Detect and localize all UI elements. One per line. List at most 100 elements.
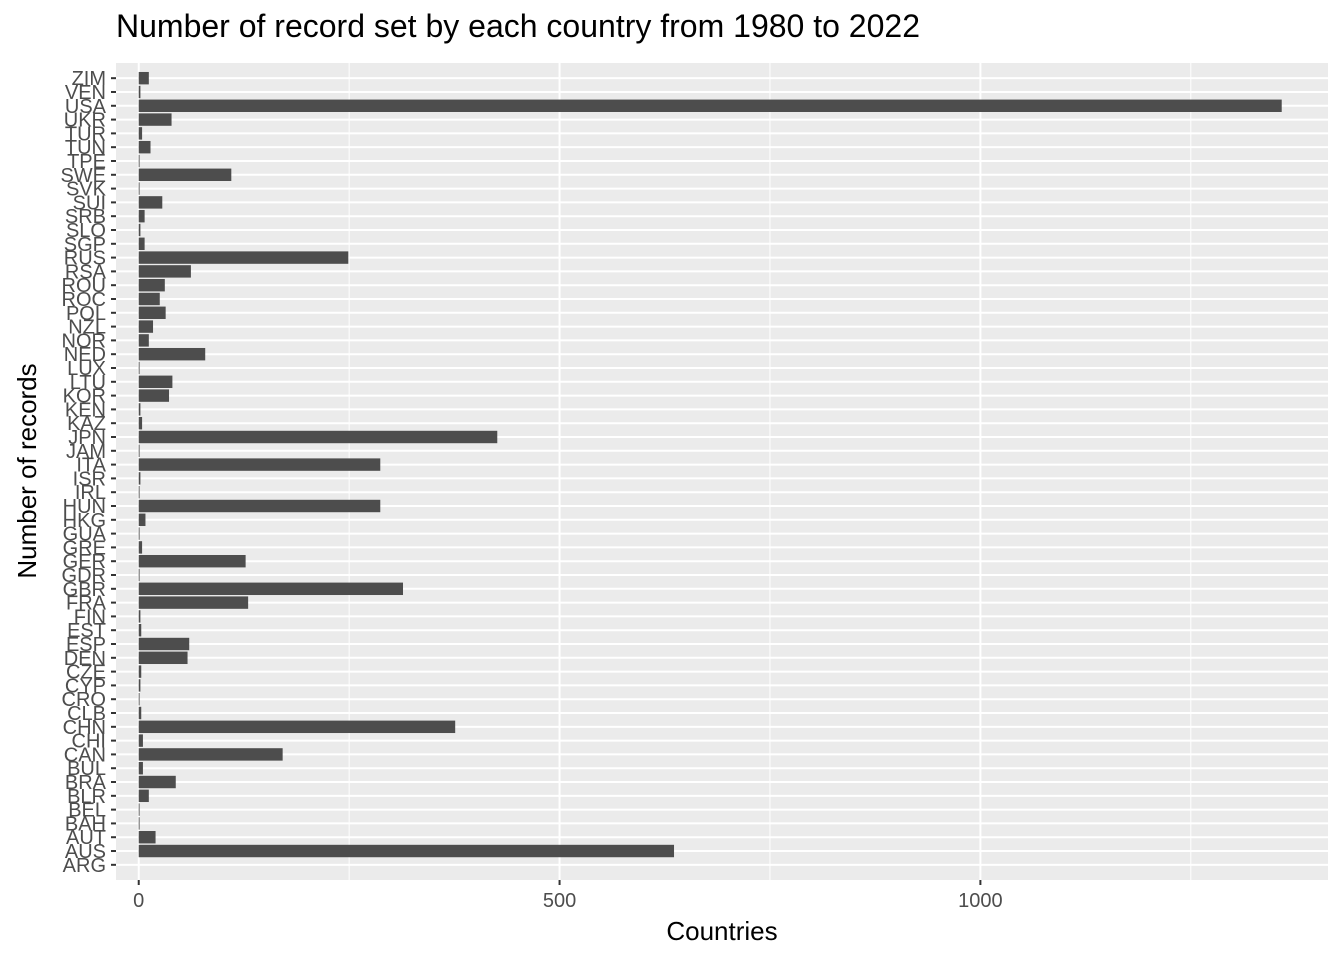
bar-svk — [138, 182, 140, 195]
y-tick-label: GDR — [62, 565, 106, 587]
y-tick-label: TUN — [65, 137, 106, 159]
y-tick-label: SUI — [73, 192, 106, 214]
y-tick-label: ROC — [62, 289, 106, 311]
bar-lux — [138, 361, 140, 375]
y-tick-label: SWE — [60, 165, 106, 187]
bar-clb — [138, 706, 142, 720]
x-tick-label: 500 — [543, 890, 576, 912]
y-tick-label: JAM — [66, 441, 106, 463]
y-tick-label: HKG — [63, 510, 106, 532]
bar-kor — [138, 389, 170, 402]
bar-aut — [138, 831, 156, 844]
bar-usa — [138, 99, 1282, 112]
bar-chi — [138, 734, 143, 747]
bar-gdr — [138, 568, 140, 582]
bar-sgp — [138, 237, 145, 250]
bar-swe — [138, 168, 232, 181]
bar-bul — [138, 762, 143, 775]
y-tick-label: LUX — [67, 358, 106, 380]
bar-gbr — [138, 582, 404, 596]
bar-can — [138, 748, 283, 761]
y-tick-label: BAH — [65, 813, 106, 835]
y-tick-label: TUR — [65, 123, 106, 145]
bar-gua — [138, 527, 140, 540]
bar-tur — [138, 127, 143, 140]
y-tick-label: ITA — [76, 455, 106, 477]
y-tick-label: CHI — [72, 731, 106, 753]
bar-ned — [138, 347, 206, 361]
bar-roc — [138, 292, 160, 306]
y-tick-label: CLB — [67, 703, 106, 725]
bar-nzl — [138, 320, 154, 333]
bar-gre — [138, 541, 143, 554]
bar-tun — [138, 140, 151, 154]
y-tick-label: TPE — [67, 151, 106, 173]
bar-ltu — [138, 375, 173, 389]
y-tick-label: AUT — [66, 827, 106, 849]
bar-ukr — [138, 113, 172, 126]
y-axis: ARGAUSAUTBAHBELBLRBRABULCANCHICHNCLBCROC… — [60, 68, 116, 877]
x-axis: 0 500 1000 — [133, 880, 1003, 912]
y-tick-label: KAZ — [67, 413, 106, 435]
y-tick-label: RUS — [64, 248, 106, 270]
bar-ger — [138, 554, 246, 568]
bar-sui — [138, 196, 163, 209]
y-tick-label: CRO — [62, 689, 106, 711]
y-tick-label: SGP — [64, 234, 106, 256]
y-tick-label: BUL — [67, 758, 106, 780]
y-tick-label: NZL — [68, 317, 106, 339]
bar-irl — [138, 485, 140, 499]
plot-panel — [116, 63, 1328, 880]
y-tick-label: IRL — [75, 482, 106, 504]
y-tick-label: KOR — [63, 386, 106, 408]
y-tick-label: ZIM — [72, 68, 106, 90]
bar-cze — [138, 665, 142, 678]
y-tick-label: SLO — [66, 220, 106, 242]
y-axis-title: Number of records — [12, 363, 42, 578]
bar-isr — [138, 472, 141, 485]
y-tick-label: ROU — [62, 275, 106, 297]
y-tick-label: DEN — [64, 648, 106, 670]
bar-blr — [138, 789, 149, 803]
x-tick-label: 0 — [133, 890, 144, 912]
bar-est — [138, 623, 142, 637]
bar-kaz — [138, 416, 143, 430]
y-tick-label: GUA — [63, 524, 107, 546]
y-tick-label: KEN — [65, 399, 106, 421]
y-tick-label: CHN — [63, 717, 106, 739]
y-tick-label: VEN — [65, 82, 106, 104]
chart-title: Number of record set by each country fro… — [116, 8, 920, 44]
bar-ven — [138, 85, 141, 99]
bar-ken — [138, 403, 141, 416]
y-tick-label: FIN — [74, 606, 106, 628]
y-tick-label: USA — [65, 96, 107, 118]
y-tick-label: AUS — [65, 841, 106, 863]
bar-hkg — [138, 513, 146, 527]
bar-fra — [138, 596, 249, 609]
bars-group — [138, 71, 1282, 858]
bar-den — [138, 651, 188, 665]
bar-bah — [138, 817, 140, 830]
y-tick-label: BRA — [65, 772, 107, 794]
y-tick-label: HUN — [63, 496, 106, 518]
gridlines — [116, 63, 1328, 880]
y-tick-label: JPN — [68, 427, 106, 449]
y-tick-label: CYP — [65, 675, 106, 697]
y-tick-label: EST — [67, 620, 106, 642]
bar-slo — [138, 223, 141, 237]
bar-cyp — [138, 679, 141, 692]
bar-jam — [138, 444, 140, 458]
y-tick-label: SRB — [65, 206, 106, 228]
y-tick-label: ARG — [63, 855, 106, 877]
bar-srb — [138, 209, 145, 223]
x-tick-label: 1000 — [958, 890, 1003, 912]
y-tick-label: LTU — [70, 372, 106, 394]
bar-cro — [138, 693, 140, 706]
bar-esp — [138, 637, 190, 651]
y-tick-label: SVK — [66, 179, 107, 201]
bar-rou — [138, 278, 165, 292]
bar-bra — [138, 775, 176, 789]
bar-pol — [138, 306, 166, 320]
y-tick-label: POL — [66, 303, 106, 325]
bar-bel — [138, 803, 140, 816]
